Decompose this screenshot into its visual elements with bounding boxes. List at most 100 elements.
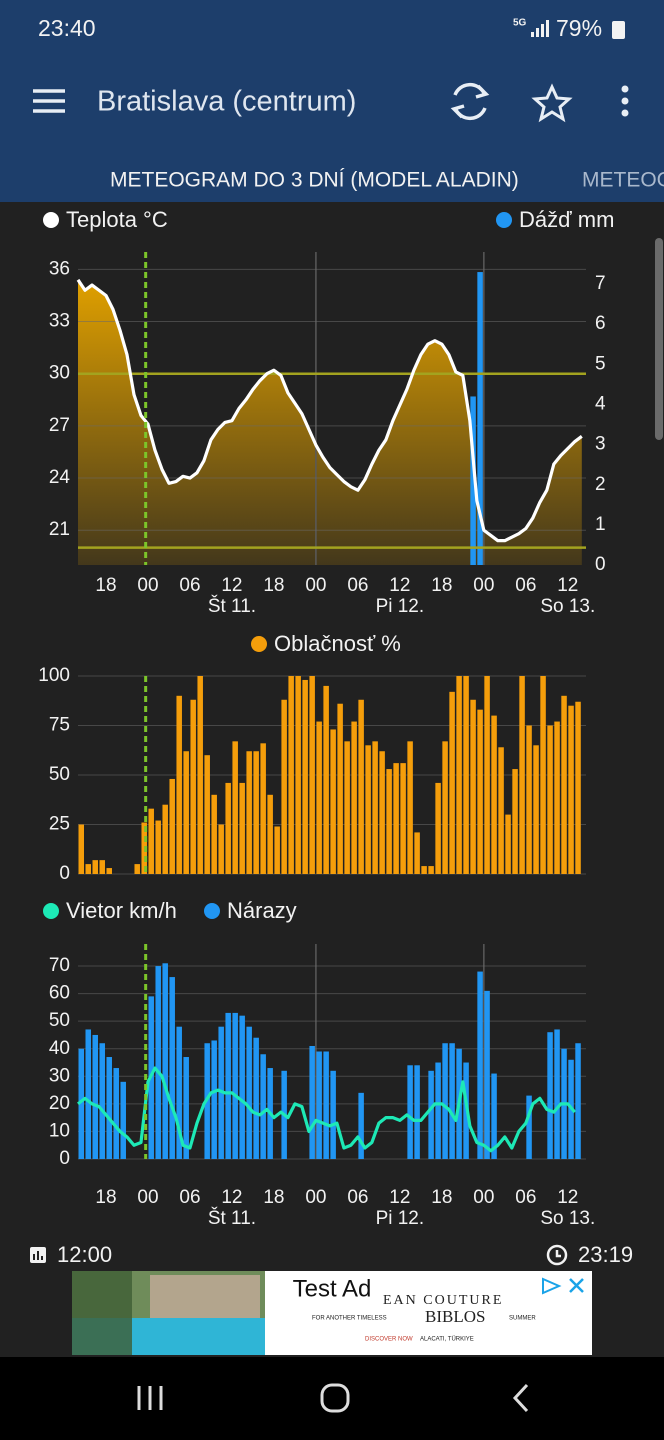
- bar: [78, 824, 84, 874]
- bar: [421, 866, 427, 874]
- bar: [386, 769, 392, 874]
- x-tick-label: 00: [137, 575, 158, 596]
- bar: [197, 676, 203, 874]
- bar: [358, 699, 364, 874]
- bar: [568, 705, 574, 874]
- update-icon: [30, 1247, 46, 1263]
- bar: [414, 1065, 420, 1159]
- bar: [239, 1015, 245, 1159]
- clock-icon: [546, 1244, 568, 1266]
- bar: [232, 1012, 238, 1159]
- y2-tick-label: 6: [595, 313, 606, 334]
- bar: [260, 1054, 266, 1159]
- y-tick-label: 50: [49, 764, 70, 785]
- bar: [575, 701, 581, 874]
- bar: [99, 1043, 105, 1159]
- bar: [442, 741, 448, 874]
- bar: [435, 1062, 441, 1159]
- bar: [78, 1048, 84, 1159]
- x-tick-label: 00: [305, 1187, 326, 1208]
- bar: [92, 860, 98, 874]
- y2-tick-label: 0: [595, 554, 606, 575]
- bar: [162, 804, 168, 874]
- x-tick-label: 06: [179, 575, 200, 596]
- ad-label: Test Ad: [293, 1275, 372, 1302]
- y-tick-label: 33: [49, 311, 70, 332]
- y-tick-label: 30: [49, 1065, 70, 1086]
- refresh-button[interactable]: [450, 82, 490, 121]
- bar: [470, 396, 476, 565]
- bar: [302, 679, 308, 874]
- bar: [491, 1073, 497, 1159]
- bar: [407, 741, 413, 874]
- menu-button[interactable]: [33, 89, 65, 113]
- legend-label: Nárazy: [227, 898, 297, 923]
- bar: [344, 741, 350, 874]
- x-tick-label: 06: [347, 1187, 368, 1208]
- bar: [218, 824, 224, 874]
- bar: [428, 866, 434, 874]
- x-tick-label: 12: [389, 575, 410, 596]
- ad-label-bg: [285, 1274, 378, 1306]
- bar: [309, 676, 315, 874]
- x-tick-label: 12: [557, 575, 578, 596]
- bar: [358, 1092, 364, 1159]
- x-tick-label: 18: [263, 575, 284, 596]
- y-tick-label: 70: [49, 955, 70, 976]
- ad-close[interactable]: [569, 1278, 584, 1293]
- model-time: 12:00: [57, 1242, 112, 1267]
- recents-button[interactable]: [137, 1386, 163, 1410]
- x-tick-label: 00: [473, 575, 494, 596]
- bar: [540, 676, 546, 874]
- update-time: 23:19: [578, 1242, 633, 1267]
- bar: [99, 860, 105, 874]
- bar: [470, 699, 476, 874]
- y-tick-label: 0: [59, 863, 70, 884]
- line: [76, 278, 583, 543]
- bar: [456, 676, 462, 874]
- x-tick-label: 06: [179, 1187, 200, 1208]
- x-tick-label: 12: [221, 575, 242, 596]
- bar: [400, 763, 406, 874]
- x-tick-label: 00: [305, 575, 326, 596]
- chart: 0 25 50 75 100 Oblačnosť %: [38, 631, 586, 884]
- y-tick-label: 24: [49, 467, 71, 488]
- nav-bar: [0, 1357, 664, 1440]
- bar: [134, 864, 140, 874]
- bar: [498, 747, 504, 874]
- y-tick-label: 20: [49, 1093, 70, 1114]
- home-button[interactable]: [320, 1383, 350, 1413]
- overflow-button[interactable]: [621, 85, 629, 117]
- legend-swatch: [251, 636, 267, 652]
- bar: [407, 1065, 413, 1159]
- bar: [491, 715, 497, 874]
- tab-active[interactable]: METEOGRAM DO 3 DNÍ (MODEL ALADIN): [110, 169, 519, 192]
- day-label: Št 11.: [208, 1207, 256, 1229]
- bar: [281, 699, 287, 874]
- legend-swatch: [496, 212, 512, 228]
- ad-cta: DISCOVER NOW: [365, 1337, 413, 1343]
- x-tick-label: 12: [557, 1187, 578, 1208]
- ad-banner[interactable]: Test Ad EAN COUTURE FOR ANOTHER TIMELESS…: [72, 1271, 592, 1355]
- x-tick-label: 00: [137, 1187, 158, 1208]
- bar: [414, 832, 420, 874]
- bar: [85, 864, 91, 874]
- bar: [477, 971, 483, 1159]
- bar: [379, 751, 385, 874]
- back-button[interactable]: [512, 1383, 529, 1413]
- y2-tick-label: 3: [595, 434, 606, 455]
- bar: [225, 782, 231, 874]
- bar: [463, 676, 469, 874]
- bar: [512, 769, 518, 874]
- x-tick-label: 12: [389, 1187, 410, 1208]
- y2-tick-label: 1: [595, 514, 606, 535]
- favorite-button[interactable]: [531, 83, 573, 123]
- legend-swatch: [43, 212, 59, 228]
- bar: [162, 963, 168, 1159]
- ad-choices[interactable]: [542, 1277, 562, 1295]
- bar: [554, 1029, 560, 1159]
- ad-image-trees: [72, 1271, 132, 1355]
- y-tick-label: 60: [49, 983, 70, 1004]
- tab[interactable]: METEOG: [582, 169, 664, 192]
- legend-label: Vietor km/h: [66, 898, 177, 923]
